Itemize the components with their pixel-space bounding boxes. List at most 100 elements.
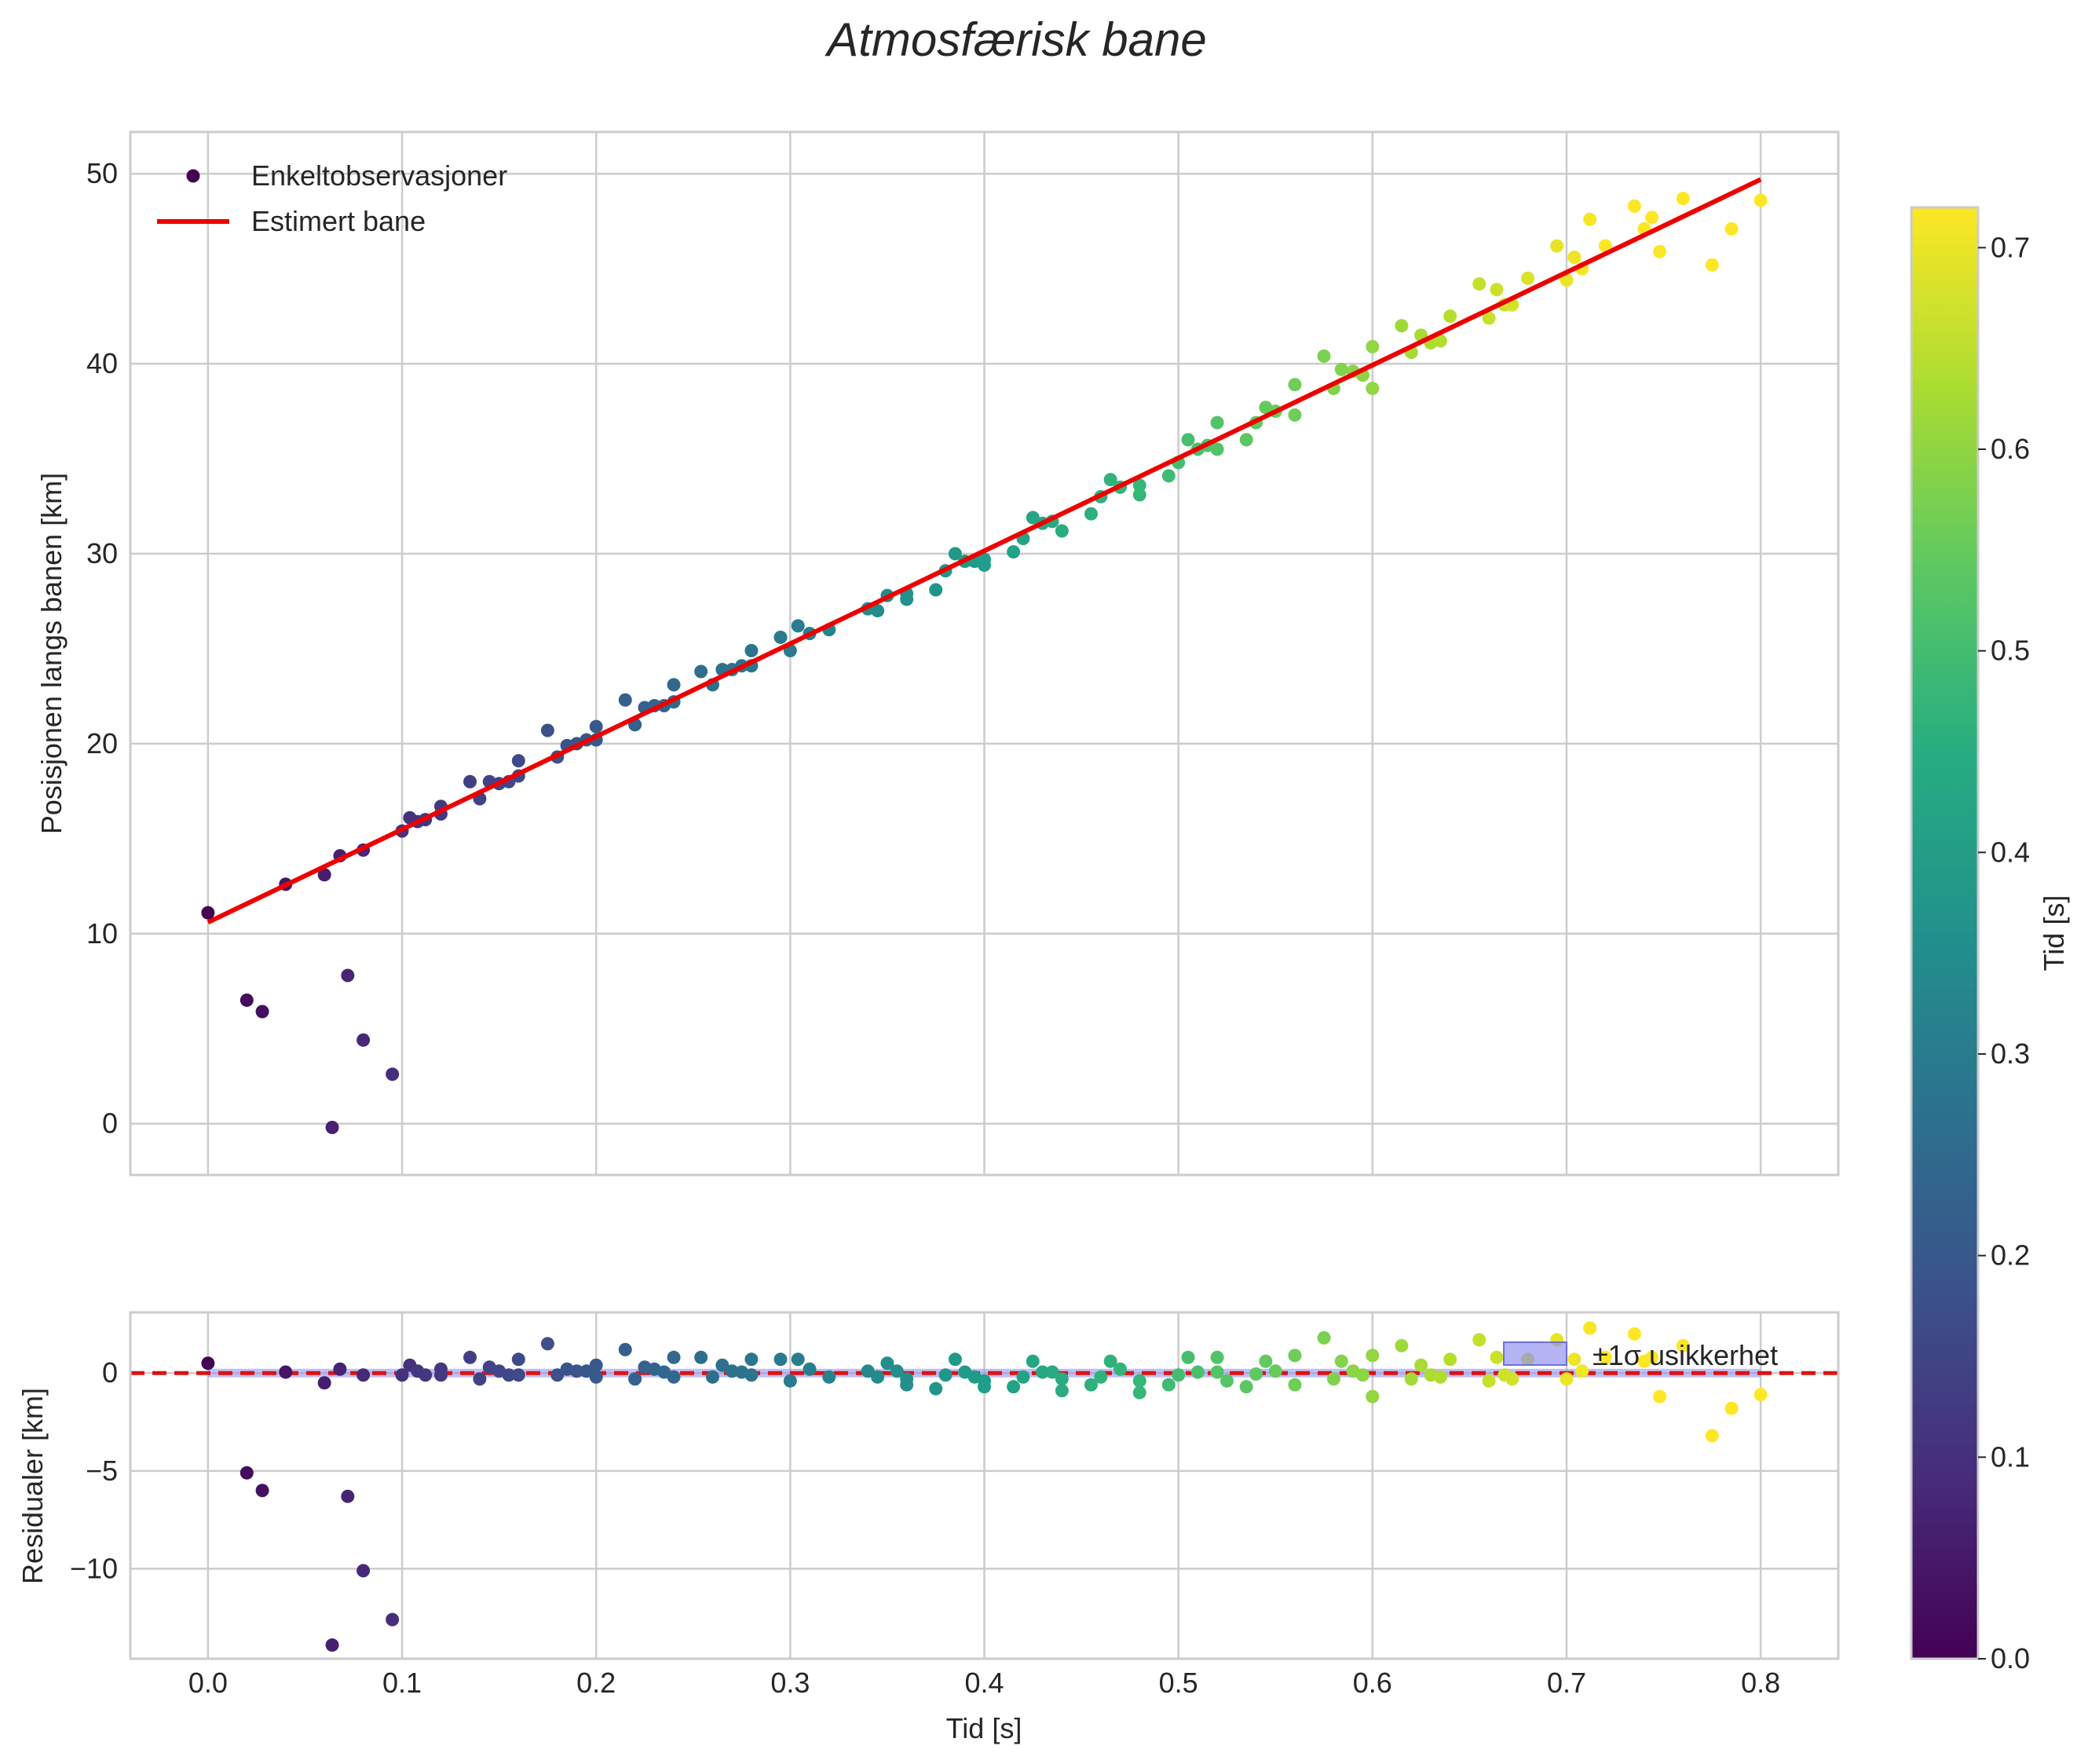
observation-point (1239, 433, 1253, 447)
bottom-legend: ±1σ usikkerhet (1503, 1339, 1778, 1371)
top-frame (129, 130, 1840, 1177)
residual-point (511, 1352, 525, 1367)
residual-point (1016, 1370, 1030, 1384)
residual-point (1490, 1350, 1504, 1364)
colorbar-tick-label: 0.6 (1991, 433, 2030, 465)
observation-point (1705, 258, 1719, 272)
residual-point (1190, 1365, 1205, 1379)
colorbar-gradient (1911, 207, 1978, 1659)
residual-point (744, 1352, 759, 1367)
observation-point (1482, 311, 1496, 325)
observation-point (511, 754, 525, 768)
legend-label-sigma: ±1σ usikkerhet (1593, 1339, 1778, 1371)
residual-point (1567, 1352, 1582, 1367)
residual-point (1055, 1372, 1069, 1386)
residual-point (803, 1362, 817, 1376)
x-tick-label: 0.7 (1547, 1667, 1586, 1699)
residual-point (861, 1364, 875, 1378)
residual-point (589, 1358, 603, 1372)
residual-point (978, 1380, 991, 1394)
residual-point (1210, 1350, 1224, 1364)
residual-point (569, 1364, 583, 1378)
residual-point (1598, 1350, 1612, 1364)
sigma-uncertainty-band (207, 1368, 1761, 1378)
observation-point (1132, 478, 1146, 492)
residual-point (705, 1370, 719, 1384)
residual-point (240, 1466, 254, 1480)
colorbar-tick-label: 0.4 (1991, 836, 2030, 868)
residual-point (1645, 1350, 1659, 1364)
residual-point (667, 1370, 681, 1384)
top-y-tick-label: 10 (86, 917, 118, 950)
residual-point (511, 1368, 525, 1382)
residual-point (279, 1365, 293, 1379)
residual-point (1103, 1354, 1117, 1368)
residual-point (1094, 1370, 1108, 1384)
residual-point (880, 1356, 894, 1371)
residual-point (1334, 1354, 1348, 1368)
observation-point (694, 664, 708, 679)
observation-point (1627, 199, 1641, 213)
bottom-y-ticks: −10 −5 0 (70, 1356, 118, 1584)
observation-point (1084, 507, 1098, 521)
residual-point (1366, 1389, 1380, 1404)
observation-point (1583, 212, 1597, 226)
x-axis-label: Tid [s] (946, 1712, 1022, 1744)
observation-point (1521, 271, 1535, 285)
residual-point (1007, 1380, 1021, 1394)
observation-point (1472, 277, 1486, 291)
observation-point (589, 719, 603, 734)
residual-point (1404, 1372, 1418, 1386)
residual-point (1259, 1354, 1273, 1368)
residual-point (1181, 1350, 1195, 1364)
residual-point (201, 1356, 215, 1371)
x-tick-label: 0.2 (576, 1667, 616, 1699)
residual-point (1326, 1372, 1340, 1386)
observation-point (1210, 442, 1224, 456)
residual-point (1132, 1374, 1146, 1388)
residual-point (948, 1352, 962, 1367)
residual-point (1366, 1349, 1380, 1363)
residual-point (1036, 1365, 1050, 1379)
observation-point (1724, 221, 1739, 236)
observation-point (386, 1067, 400, 1081)
residual-point (1026, 1354, 1040, 1368)
colorbar-tick-label: 0.0 (1991, 1642, 2030, 1674)
x-tick-label: 0.6 (1353, 1667, 1392, 1699)
residual-point (1355, 1368, 1369, 1382)
colorbar-tick-label: 0.3 (1991, 1038, 2030, 1070)
observation-point (978, 558, 991, 573)
x-tick-label: 0.3 (770, 1667, 810, 1699)
observation-point (1181, 433, 1195, 447)
residual-point (1132, 1385, 1146, 1400)
bottom-y-tick-label: −5 (86, 1455, 118, 1487)
x-tick-label: 0.5 (1159, 1667, 1198, 1699)
residual-point (1505, 1372, 1519, 1386)
observation-point (1443, 309, 1457, 324)
observation-point (1132, 488, 1146, 502)
colorbar: 0.0 0.1 0.2 0.3 0.4 0.5 0.6 0.7 Tid [s] (1910, 206, 2070, 1674)
observation-point (1161, 469, 1176, 483)
residual-point (502, 1368, 516, 1382)
legend-scatter-marker (186, 169, 200, 183)
observation-point (1645, 210, 1659, 225)
residual-point (255, 1484, 269, 1498)
residual-point (1433, 1370, 1447, 1384)
residual-point (618, 1342, 632, 1356)
residual-point (1317, 1330, 1331, 1345)
observation-point (667, 678, 681, 692)
observation-point (1026, 511, 1040, 525)
residual-point (1172, 1368, 1186, 1382)
observation-point (240, 993, 254, 1007)
residual-point (694, 1350, 708, 1364)
residual-point (333, 1362, 347, 1376)
top-y-tick-label: 0 (102, 1107, 118, 1140)
residual-point (1288, 1349, 1302, 1363)
residual-point (1653, 1389, 1667, 1404)
legend-label-estimated-path: Estimert bane (251, 205, 426, 237)
residual-point (395, 1368, 409, 1382)
residual-point (1395, 1338, 1409, 1352)
observation-point (1007, 545, 1021, 559)
top-y-tick-label: 20 (86, 727, 118, 759)
observation-point (871, 604, 885, 618)
